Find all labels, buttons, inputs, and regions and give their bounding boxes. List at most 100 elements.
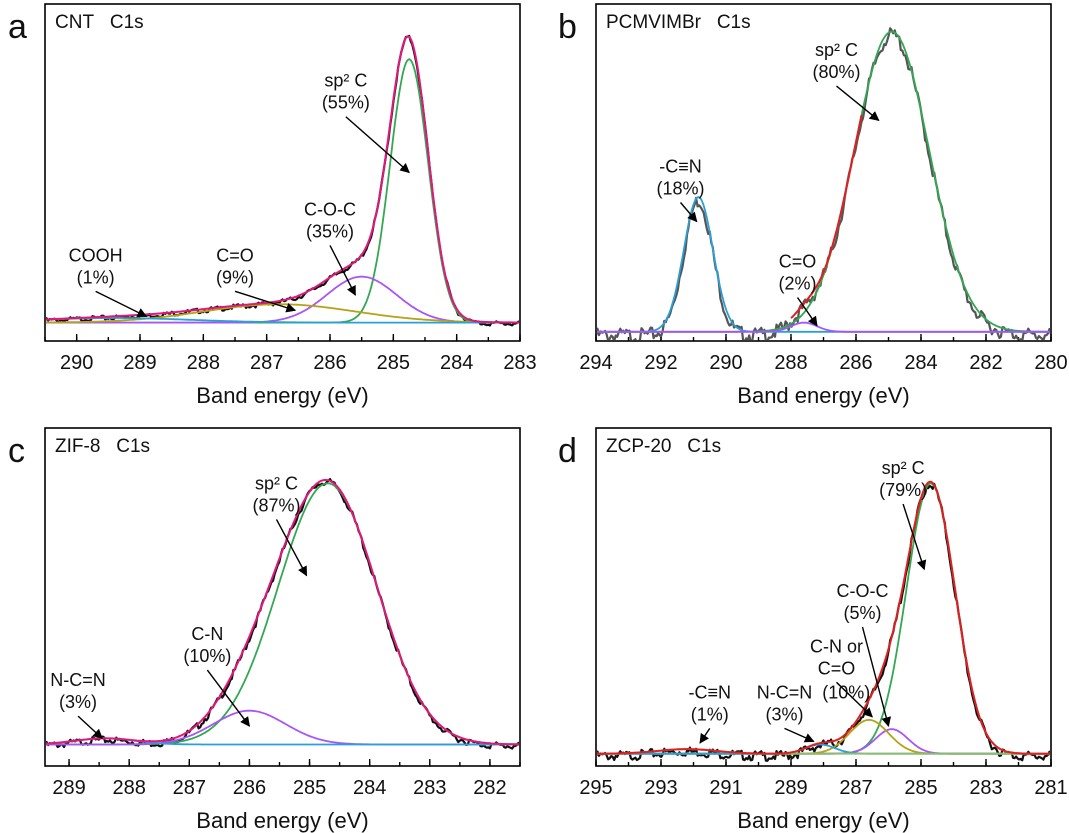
annotation-arrow (329, 245, 356, 296)
x-tick-label: 291 (709, 777, 742, 799)
peak-annotation: C-N (191, 624, 223, 644)
component-curve (46, 482, 519, 746)
panel-d: d ZCP-20 C1s 295 293 291 289 287 285 283 281 Band … (558, 427, 1068, 833)
x-tick-label: 286 (839, 352, 872, 374)
peak-annotation: C-O-C (837, 581, 889, 601)
component-curve (597, 321, 1050, 333)
curves (46, 34, 519, 327)
peak-annotation: (10%) (822, 682, 870, 702)
annotation-arrow (699, 728, 711, 744)
envelope-curve (597, 480, 1050, 755)
peak-annotation: (79%) (879, 480, 927, 500)
panel-title: ZIF-8 C1s (55, 436, 150, 457)
x-tick-label: 284 (440, 352, 473, 374)
panel-c: c ZIF-8 C1s 289 288 287 286 285 284 283 282 Band e… (8, 427, 521, 833)
plot-frame (44, 427, 521, 767)
x-tick-label: 287 (173, 777, 206, 799)
panel-a: a CNT C1s 290 289 288 287 286 285 284 283 Band ene… (8, 3, 537, 408)
envelope-curve (790, 114, 863, 319)
x-tick-label: 292 (644, 352, 677, 374)
envelope-curve (46, 35, 519, 324)
x-tick-label: 285 (904, 777, 937, 799)
peak-annotation: sp² C (255, 473, 298, 493)
curves (46, 478, 519, 750)
peak-annotation: (5%) (843, 603, 881, 623)
peak-annotation: (87%) (252, 495, 300, 515)
x-tick-label: 293 (644, 777, 677, 799)
x-tick-label: 286 (233, 777, 266, 799)
annotation-arrow (275, 519, 308, 577)
panel-letter: b (558, 8, 577, 46)
x-axis-label: Band energy (eV) (737, 808, 909, 833)
x-tick-label: 286 (313, 352, 346, 374)
peak-annotation: (2%) (778, 273, 816, 293)
x-tick-label: 285 (293, 777, 326, 799)
annotation-arrow (77, 715, 103, 740)
x-tick-label: 289 (52, 777, 85, 799)
peak-annotation: C-O-C (304, 199, 356, 219)
peak-annotation: N-C=N (757, 682, 813, 702)
annotation-arrow (902, 503, 927, 571)
x-tick-label: 290 (60, 352, 93, 374)
component-curve (46, 275, 519, 324)
experimental-curve (46, 478, 519, 750)
x-tick-label: 284 (904, 352, 937, 374)
x-tick-label: 288 (774, 352, 807, 374)
x-tick-label: 282 (473, 777, 506, 799)
x-axis-label: Band energy (eV) (196, 808, 368, 833)
curves (597, 27, 1050, 340)
x-axis-label: Band energy (eV) (737, 383, 909, 408)
peak-annotation: (10%) (183, 646, 231, 666)
panel-title: ZCP-20 C1s (606, 436, 721, 457)
component-curve (46, 58, 519, 324)
annotation-arrow (861, 626, 892, 728)
peak-annotation: C-N or (810, 636, 863, 656)
x-tick-label: 287 (250, 352, 283, 374)
x-tick-label: 283 (413, 777, 446, 799)
peak-annotation: (35%) (306, 221, 354, 241)
peak-annotation: C=O (216, 245, 254, 265)
x-tick-label: 295 (579, 777, 612, 799)
x-tick-label: 294 (579, 352, 612, 374)
annotation-arrow (345, 116, 410, 174)
peak-annotation: sp² C (324, 71, 367, 91)
x-tick-label: 281 (1034, 777, 1067, 799)
plot-frame (44, 3, 521, 342)
peak-annotation: N-C=N (50, 670, 106, 690)
peak-annotation: C=O (779, 251, 817, 271)
peak-annotation: (3%) (765, 704, 803, 724)
annotation-arrow (679, 202, 698, 223)
annotation-arrow (836, 681, 873, 718)
x-tick-label: 288 (112, 777, 145, 799)
peak-annotation: (18%) (656, 179, 704, 199)
x-tick-label: 282 (969, 352, 1002, 374)
peak-annotation: (1%) (77, 267, 115, 287)
x-tick-label: 289 (123, 352, 156, 374)
x-tick-label: 285 (377, 352, 410, 374)
peak-annotation: -C≡N (689, 682, 732, 702)
x-tick-label: 288 (187, 352, 220, 374)
plot-frame (595, 427, 1052, 767)
peak-annotation: sp² C (815, 40, 858, 60)
envelope-curve (46, 478, 519, 746)
peak-annotation: -C≡N (659, 157, 702, 177)
component-curve (46, 317, 519, 324)
curves (597, 480, 1050, 762)
panel-letter: c (8, 432, 25, 470)
annotation-arrow (95, 290, 148, 318)
panel-letter: d (558, 432, 577, 470)
annotation-arrow (836, 85, 880, 122)
annotation-arrow (796, 297, 818, 327)
peak-annotation: (9%) (216, 267, 254, 287)
panel-title: CNT C1s (55, 12, 144, 33)
component-curve (597, 482, 1050, 755)
component-curve (46, 303, 519, 324)
x-tick-label: 283 (503, 352, 536, 374)
x-tick-label: 290 (709, 352, 742, 374)
peak-annotation: COOH (69, 245, 123, 265)
experimental-curve (597, 482, 1050, 762)
annotation-arrow (784, 727, 815, 743)
peak-annotation: C=O (818, 658, 856, 678)
peak-annotation: (55%) (322, 93, 370, 113)
x-tick-label: 284 (353, 777, 386, 799)
